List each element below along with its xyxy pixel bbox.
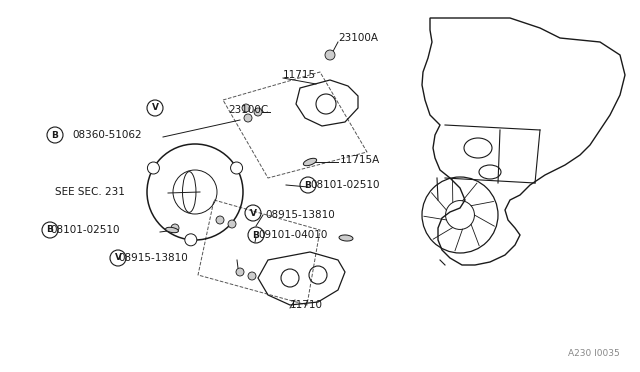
Circle shape [325,50,335,60]
Text: B: B [305,180,312,189]
Text: SEE SEC. 231: SEE SEC. 231 [55,187,125,197]
Circle shape [248,272,256,280]
Ellipse shape [339,235,353,241]
Text: 08101-02510: 08101-02510 [50,225,120,235]
Circle shape [242,104,250,112]
Text: A230 I0035: A230 I0035 [568,349,620,358]
Text: 11715: 11715 [283,70,316,80]
Text: B: B [52,131,58,140]
Text: 09101-04010: 09101-04010 [258,230,328,240]
Circle shape [244,114,252,122]
Text: B: B [253,231,259,240]
Circle shape [236,268,244,276]
Text: 08915-13810: 08915-13810 [118,253,188,263]
Text: 11715A: 11715A [340,155,380,165]
Circle shape [171,224,179,232]
Text: V: V [250,208,257,218]
Circle shape [185,234,197,246]
Text: 11710: 11710 [290,300,323,310]
Text: B: B [47,225,53,234]
Text: 08360-51062: 08360-51062 [72,130,141,140]
Circle shape [216,216,224,224]
Text: 08915-13810: 08915-13810 [265,210,335,220]
Text: V: V [152,103,159,112]
Text: 23100C: 23100C [228,105,268,115]
Text: 08101-02510: 08101-02510 [310,180,380,190]
Ellipse shape [303,158,317,166]
Circle shape [228,220,236,228]
Text: 23100A: 23100A [338,33,378,43]
Circle shape [230,162,243,174]
Circle shape [147,162,159,174]
Text: V: V [115,253,122,263]
Circle shape [254,108,262,116]
Ellipse shape [166,227,179,233]
